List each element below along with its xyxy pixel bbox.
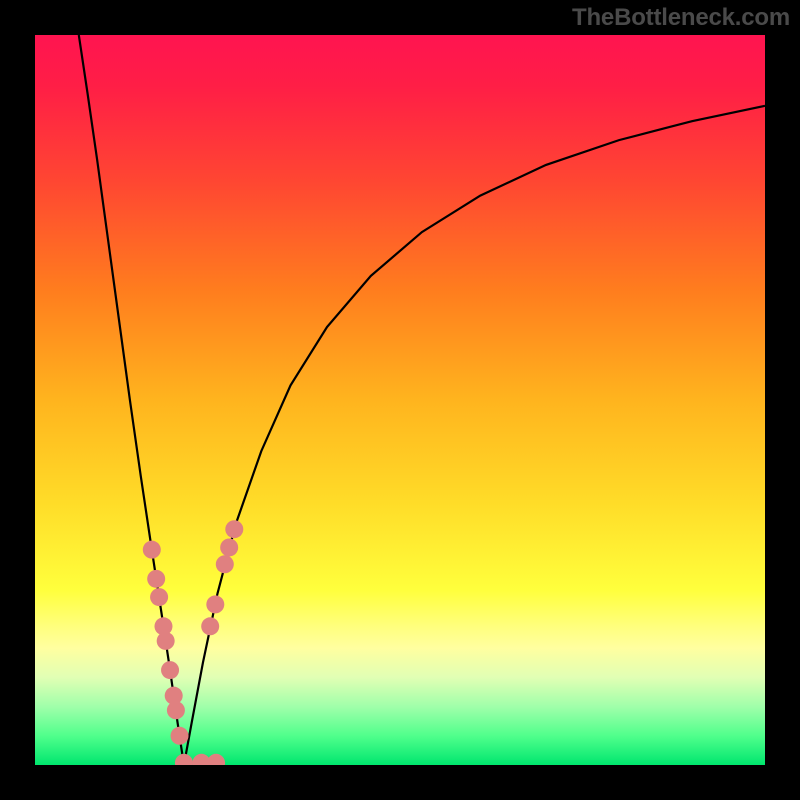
bottleneck-curve <box>35 35 765 765</box>
watermark-text: TheBottleneck.com <box>572 4 790 32</box>
data-marker <box>171 727 189 745</box>
data-marker <box>167 701 185 719</box>
data-marker <box>143 541 161 559</box>
data-marker <box>220 538 238 556</box>
data-marker <box>207 754 225 765</box>
data-marker <box>201 617 219 635</box>
data-marker <box>216 555 234 573</box>
data-marker <box>206 595 224 613</box>
plot-area <box>35 35 765 765</box>
data-marker <box>225 520 243 538</box>
chart-frame: TheBottleneck.com <box>0 0 800 800</box>
data-marker <box>157 632 175 650</box>
data-marker <box>161 661 179 679</box>
data-marker <box>175 754 193 765</box>
data-marker <box>147 570 165 588</box>
data-marker <box>150 588 168 606</box>
